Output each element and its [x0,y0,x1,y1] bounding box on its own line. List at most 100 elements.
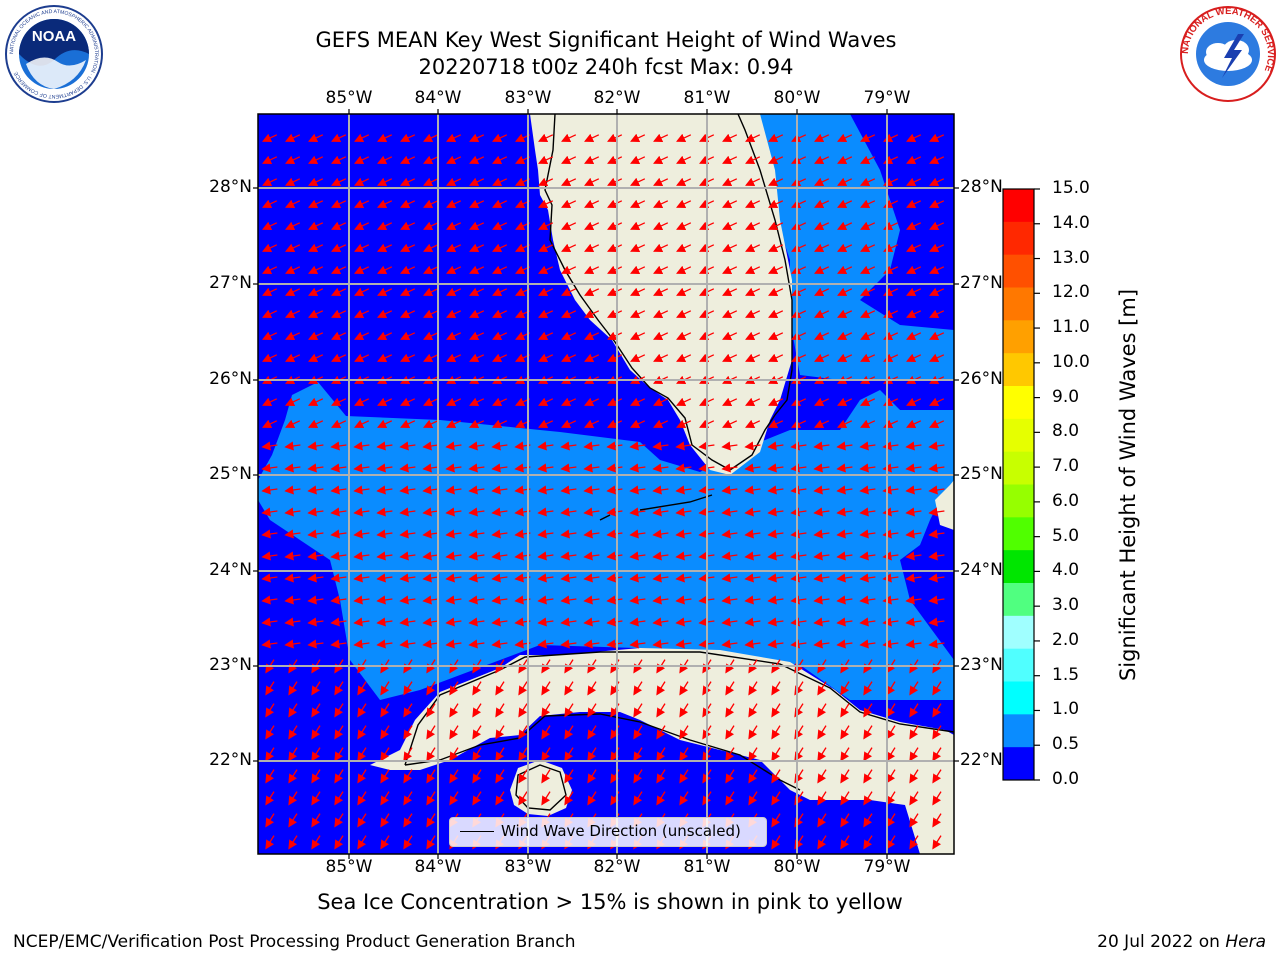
wave-direction-arrow [561,243,577,252]
wave-direction-arrow [353,573,370,583]
wave-direction-arrow [629,485,646,495]
wave-direction-arrow [426,791,436,806]
wave-direction-arrow [468,441,485,451]
wave-direction-arrow [584,353,600,362]
wave-direction-arrow [676,265,692,274]
wave-direction-arrow [377,243,393,252]
wave-direction-arrow [767,463,784,473]
wave-direction-arrow [629,551,646,561]
wave-direction-arrow [606,463,623,473]
wave-direction-arrow [790,485,807,495]
wave-direction-arrow [446,133,462,142]
wave-direction-arrow [265,791,275,806]
wave-direction-arrow [537,551,554,561]
wave-direction-arrow [403,791,413,806]
wave-direction-arrow [932,813,942,828]
wave-direction-arrow [676,177,692,186]
wave-direction-arrow [469,243,485,252]
wave-direction-arrow [564,747,574,762]
wave-direction-arrow [377,199,393,208]
wave-direction-arrow [330,529,347,539]
wave-direction-arrow [284,463,301,473]
wave-direction-arrow [400,265,416,274]
wave-direction-arrow [469,133,485,142]
wave-direction-arrow [905,639,922,649]
wave-direction-arrow [469,199,485,208]
wave-direction-arrow [656,747,666,762]
wave-direction-arrow [265,703,275,718]
wave-direction-arrow [354,199,370,208]
wave-direction-arrow [814,199,830,208]
wave-direction-arrow [422,573,439,583]
wave-direction-arrow [905,595,922,605]
lat-label-left: 26°N [209,369,252,389]
wave-direction-arrow [768,221,784,230]
wave-direction-arrow [584,397,600,406]
wave-direction-arrow [928,573,945,583]
wave-direction-arrow [906,177,922,186]
wave-direction-arrow [284,507,301,517]
wave-direction-arrow [791,419,807,428]
wave-direction-arrow [886,769,896,784]
wave-direction-arrow [331,133,347,142]
wave-direction-arrow [284,485,301,495]
wave-direction-arrow [656,681,666,696]
wave-direction-arrow [721,551,738,561]
wave-direction-arrow [860,353,876,362]
wave-direction-arrow [308,199,324,208]
wave-direction-arrow [630,353,646,362]
colorbar-tick-label: 7.0 [1052,456,1080,477]
wave-direction-arrow [860,177,876,186]
wave-direction-arrow [905,485,922,495]
wave-direction-arrow [745,155,761,164]
wave-direction-arrow [606,639,623,649]
wave-direction-arrow [863,791,873,806]
wave-direction-arrow [814,397,830,406]
wave-direction-arrow [399,463,416,473]
wave-direction-arrow [767,485,784,495]
wave-direction-arrow [817,769,827,784]
wave-direction-arrow [380,791,390,806]
colorbar-tick-label: 10.0 [1052,351,1090,372]
wave-direction-arrow [495,681,505,696]
wave-direction-arrow [633,769,643,784]
wave-direction-arrow [446,287,462,296]
wave-direction-arrow [929,419,945,428]
wave-direction-arrow [537,441,554,451]
wave-direction-arrow [423,353,439,362]
wave-direction-arrow [265,835,275,850]
wave-direction-arrow [584,133,600,142]
colorbar-tick-label: 4.0 [1052,560,1080,581]
wave-direction-arrow [538,177,554,186]
wave-direction-arrow [354,265,370,274]
colorbar-segment [1003,221,1034,256]
wave-direction-arrow [426,681,436,696]
wave-direction-arrow [607,419,623,428]
colorbar-segment [1003,517,1034,551]
wave-direction-arrow [380,681,390,696]
wave-direction-arrow [767,617,784,627]
footer-date: 20 Jul 2022 on Hera [1097,932,1266,952]
wave-direction-arrow [468,551,485,561]
wave-direction-arrow [676,243,692,252]
wave-direction-arrow [859,463,876,473]
wave-direction-arrow [679,703,689,718]
wave-direction-arrow [564,681,574,696]
wave-direction-arrow [675,595,692,605]
wave-direction-arrow [262,155,278,164]
wave-direction-arrow [629,463,646,473]
wave-direction-arrow [560,507,577,517]
wave-direction-arrow [446,199,462,208]
wave-direction-arrow [377,155,393,164]
wave-direction-arrow [653,331,669,340]
lat-label-left: 27°N [209,273,252,293]
wave-direction-arrow [633,681,643,696]
wave-direction-arrow [380,813,390,828]
wave-direction-arrow [426,769,436,784]
wave-direction-arrow [909,747,919,762]
wave-direction-arrow [928,595,945,605]
wave-direction-arrow [768,419,784,428]
wave-direction-arrow [446,177,462,186]
lat-label-right: 23°N [960,655,1003,675]
wave-direction-arrow [285,309,301,318]
